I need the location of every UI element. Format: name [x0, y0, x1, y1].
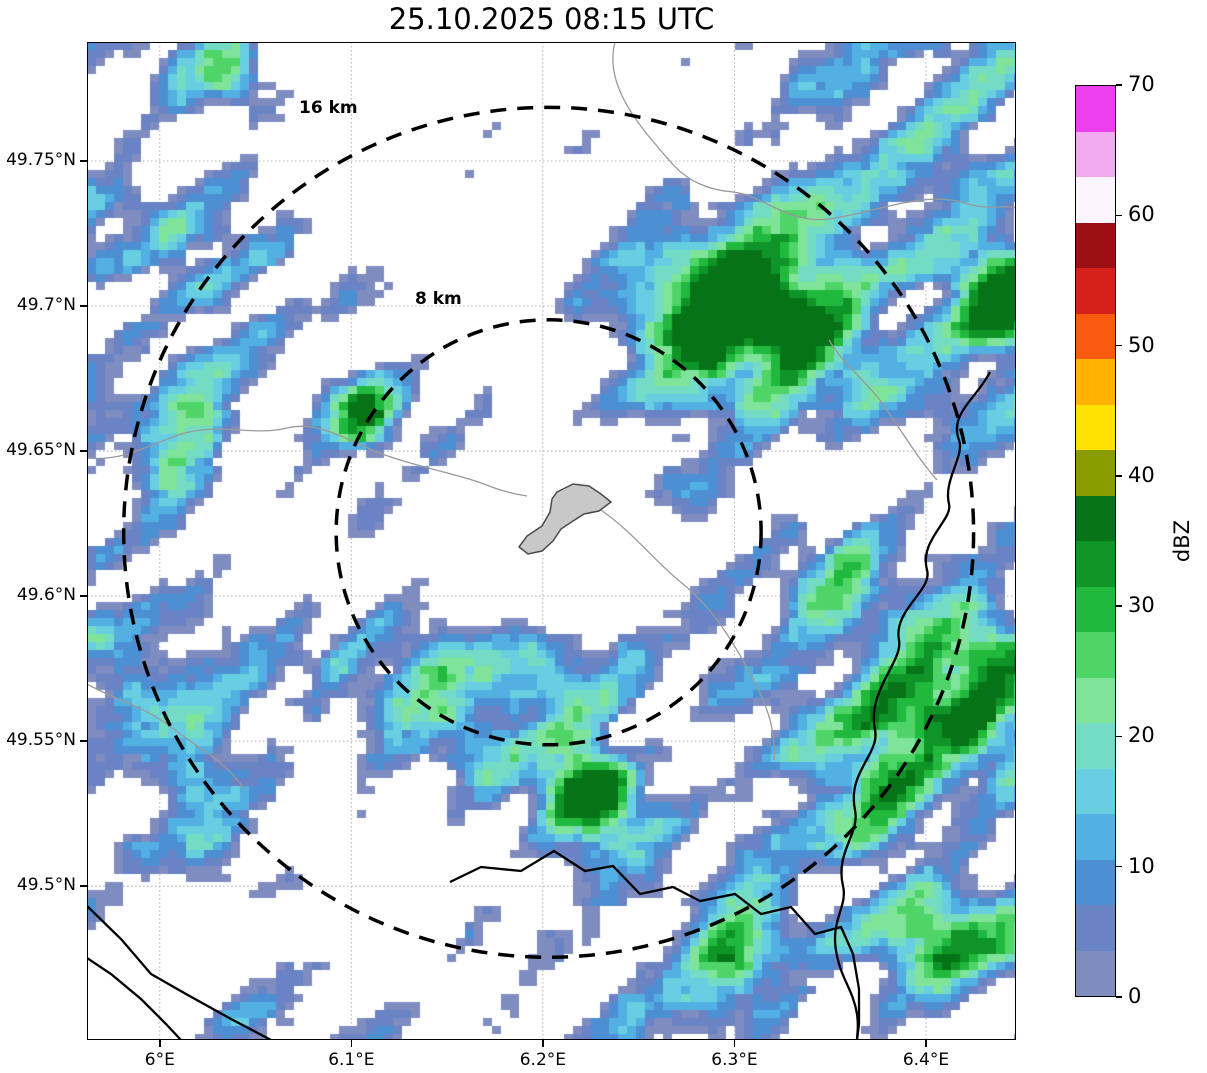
tick-mark — [1116, 735, 1122, 738]
tick-mark — [542, 1040, 544, 1047]
admin-border-path — [87, 683, 246, 791]
national-border-path — [449, 849, 861, 1040]
tick-mark — [80, 740, 87, 742]
tick-mark — [925, 1040, 927, 1047]
y-tick-label: 49.6°N — [16, 585, 76, 606]
colorbar-segment — [1076, 586, 1115, 632]
tick-mark — [1116, 214, 1122, 217]
colorbar-segment — [1076, 541, 1115, 587]
colorbar-segment — [1076, 905, 1115, 951]
colorbar-segment — [1076, 814, 1115, 860]
tick-mark — [159, 1040, 161, 1047]
y-tick-label: 49.75°N — [6, 149, 76, 170]
tick-mark — [1116, 344, 1122, 347]
tick-mark — [1116, 865, 1122, 868]
colorbar-segment — [1076, 632, 1115, 678]
colorbar-segment — [1076, 859, 1115, 905]
colorbar-segment — [1076, 268, 1115, 314]
colorbar-tick-label: 0 — [1128, 984, 1142, 1008]
y-tick-label: 49.5°N — [16, 875, 76, 896]
y-tick-label: 49.7°N — [16, 295, 76, 315]
tick-mark — [350, 1040, 353, 1047]
colorbar-segment — [1076, 404, 1115, 450]
colorbar-axis-label: dBZ — [1170, 519, 1194, 563]
colorbar-tick-label: 10 — [1128, 853, 1155, 878]
colorbar-segment — [1076, 950, 1115, 996]
admin-border-path — [828, 339, 938, 481]
tick-mark — [1116, 84, 1122, 86]
y-tick-label: 49.65°N — [6, 440, 76, 461]
admin-border-path — [612, 42, 1016, 221]
colorbar-tick-label: 70 — [1128, 72, 1155, 96]
colorbar-segment — [1076, 177, 1115, 223]
colorbar-tick-label: 50 — [1128, 332, 1155, 357]
colorbar-tick-label: 60 — [1128, 202, 1155, 227]
tick-mark — [80, 450, 87, 452]
colorbar-segment — [1076, 495, 1115, 541]
colorbar-segment — [1076, 222, 1115, 268]
range-ring-8km — [334, 318, 763, 747]
colorbar-segment — [1076, 450, 1115, 496]
y-tick-label: 49.55°N — [6, 730, 76, 751]
colorbar-segment — [1076, 86, 1115, 132]
ring-label-16km: 16 km — [299, 98, 358, 118]
colorbar-segment — [1076, 723, 1115, 769]
colorbar-tick-label: 40 — [1128, 462, 1155, 487]
map-overlay-layer — [87, 42, 1016, 1040]
plot-area: 16 km 8 km — [87, 42, 1016, 1040]
colorbar-tick-label: 20 — [1128, 723, 1155, 748]
x-tick-label: 6.4°E — [902, 1050, 950, 1070]
x-tick-label: 6.2°E — [519, 1050, 567, 1070]
colorbar-tick-label: 30 — [1128, 593, 1155, 618]
admin-border-path — [600, 509, 776, 761]
admin-border-path — [87, 425, 528, 497]
colorbar-segment — [1076, 768, 1115, 814]
colorbar-segment — [1076, 359, 1115, 405]
tick-mark — [733, 1040, 736, 1047]
range-ring-16km — [121, 105, 976, 960]
x-tick-label: 6.1°E — [328, 1050, 375, 1070]
colorbar-segment — [1076, 313, 1115, 359]
colorbar — [1075, 85, 1116, 997]
colorbar-segment — [1076, 131, 1115, 177]
tick-mark — [1116, 605, 1122, 607]
tick-mark — [1116, 996, 1122, 998]
national-border-path — [833, 371, 992, 1040]
x-tick-label: 6.3°E — [711, 1050, 758, 1070]
tick-mark — [80, 160, 87, 162]
tick-mark — [80, 595, 87, 597]
city-area-polygon — [517, 483, 613, 555]
x-tick-label: 6°E — [144, 1050, 175, 1070]
national-border-path — [87, 905, 272, 1040]
colorbar-segment — [1076, 677, 1115, 723]
tick-mark — [80, 305, 87, 307]
tick-mark — [1116, 475, 1122, 477]
tick-mark — [80, 885, 87, 887]
national-border-path — [87, 957, 182, 1040]
ring-label-8km: 8 km — [415, 289, 462, 309]
figure-title: 25.10.2025 08:15 UTC — [388, 2, 715, 36]
